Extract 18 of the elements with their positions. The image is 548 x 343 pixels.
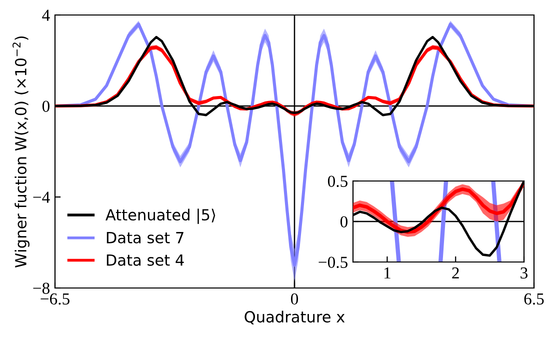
y-tick-label: −8 bbox=[33, 282, 50, 294]
y-tick-label: 0 bbox=[340, 216, 348, 228]
x-tick-label: 1 bbox=[384, 267, 390, 278]
x-tick-label: 0 bbox=[290, 293, 298, 305]
legend-label: Attenuated |5⟩ bbox=[106, 208, 216, 224]
legend-label: Data set 4 bbox=[106, 254, 184, 266]
y-tick-label: 4 bbox=[42, 10, 50, 21]
x-tick-label: 3 bbox=[520, 267, 528, 279]
y-tick-label: 0.5 bbox=[328, 176, 348, 188]
legend-label: Data set 7 bbox=[106, 232, 184, 244]
y-tick-label: −4 bbox=[33, 192, 50, 203]
x-axis-title: Quadrature x bbox=[244, 310, 345, 324]
x-tick-label: 2 bbox=[452, 267, 459, 278]
x-tick-label: 6.5 bbox=[524, 293, 544, 305]
x-tick-label: −6.5 bbox=[40, 293, 70, 305]
y-axis-title: Wigner fuction W(x,0) (×10$^{−2}$) bbox=[12, 36, 30, 268]
y-tick-label: −0.5 bbox=[318, 256, 348, 268]
y-tick-label: 0 bbox=[42, 100, 50, 112]
